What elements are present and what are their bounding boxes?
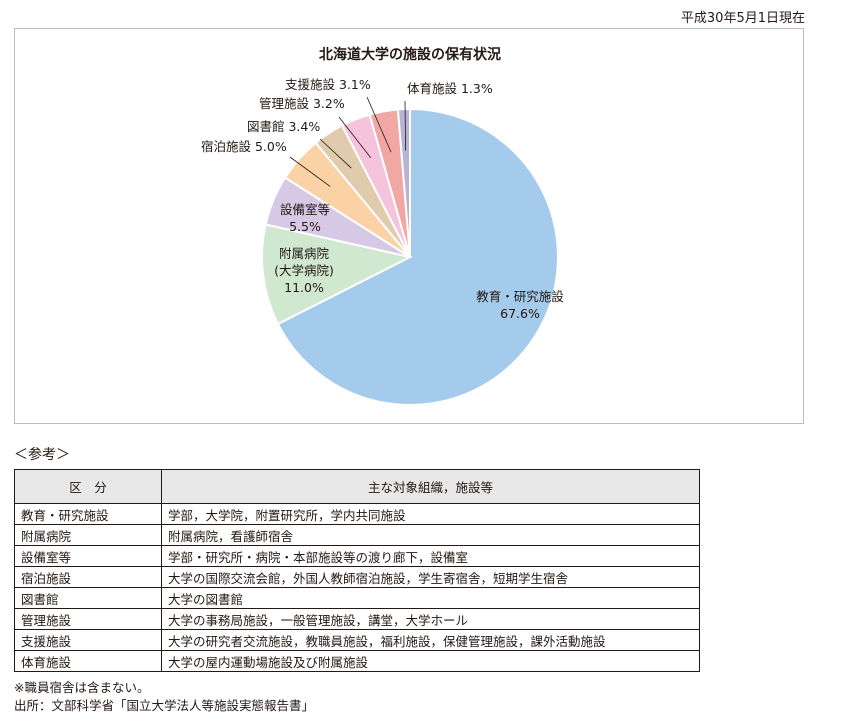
as-of-date: 平成30年5月1日現在 (680, 11, 805, 26)
slice-label-line: 67.6% (500, 306, 540, 321)
table-row: 支援施設 大学の研究者交流施設，教職員施設，福利施設，保健管理施設，課外活動施設 (14, 629, 700, 651)
row-category: 設備室等 (14, 545, 162, 567)
row-category: 支援施設 (14, 629, 162, 651)
leader-line-7 (366, 96, 392, 153)
row-category: 図書館 (14, 587, 162, 609)
slice-label-line: 支援施設 3.1% (285, 77, 371, 92)
slice-label-1: 教育・研究施設 67.6% (476, 289, 564, 321)
slice-label-2: 附属病院 (大学病院) 11.0% (274, 246, 334, 295)
slice-label-line: 5.5% (289, 219, 321, 234)
pie-slice-8 (396, 107, 411, 258)
row-facilities: 附属病院，看護師宿舎 (161, 524, 700, 546)
column-header-facilities: 主な対象組織，施設等 (161, 469, 700, 504)
slice-label-line: 設備室等 (280, 202, 330, 217)
row-facilities: 学部・研究所・病院・本部施設等の渡り廊下，設備室 (161, 545, 700, 567)
row-facilities: 大学の事務局施設，一般管理施設，講堂，大学ホール (161, 608, 700, 630)
pie-chart: 北海道大学の施設の保有状況 教育・研究施設 67.6% 附属病院 (大学病院) 11.0… (201, 46, 564, 406)
slice-label-8: 体育施設 1.3% (407, 81, 493, 96)
slice-label-line: 図書館 3.4% (247, 119, 320, 134)
table-row: 管理施設 大学の事務局施設，一般管理施設，講堂，大学ホール (14, 608, 700, 630)
row-facilities: 大学の屋内運動場施設及び附属施設 (161, 650, 700, 672)
slice-label-3: 設備室等 5.5% (280, 202, 330, 234)
footnote-staff-housing: ※職員宿舎は含まない。 (14, 680, 150, 695)
table-header-row: 区 分 主な対象組織，施設等 (14, 469, 700, 504)
slice-label-line: 11.0% (284, 280, 324, 295)
slice-label-line: 管理施設 3.2% (259, 96, 345, 111)
table-row: 宿泊施設 大学の国際交流会館，外国人教師宿泊施設，学生寄宿舎，短期学生宿舎 (14, 566, 700, 588)
reference-table: 区 分 主な対象組織，施設等 教育・研究施設 学部，大学院，附置研究所，学内共同施… (14, 469, 700, 672)
row-category: 管理施設 (14, 608, 162, 630)
pie-chart-panel: 北海道大学の施設の保有状況 教育・研究施設 67.6% 附属病院 (大学病院) 11.0… (14, 28, 804, 424)
row-category: 附属病院 (14, 524, 162, 546)
table-row: 附属病院 附属病院，看護師宿舎 (14, 524, 700, 546)
chart-title: 北海道大学の施設の保有状況 (319, 46, 501, 63)
footnote-source: 出所：文部科学省「国立大学法人等施設実態報告書」 (14, 698, 315, 713)
slice-label-line: 教育・研究施設 (476, 289, 564, 304)
footnotes: ※職員宿舎は含まない。 出所：文部科学省「国立大学法人等施設実態報告書」 (14, 679, 314, 715)
table-row: 図書館 大学の図書館 (14, 587, 700, 609)
slice-label-line: 宿泊施設 5.0% (201, 139, 287, 154)
slice-label-line: 附属病院 (279, 246, 330, 261)
slice-label-7: 支援施設 3.1% (285, 77, 371, 92)
row-category: 教育・研究施設 (14, 503, 162, 525)
slice-label-6: 管理施設 3.2% (259, 96, 345, 111)
slice-label-5: 図書館 3.4% (247, 119, 320, 134)
column-header-category: 区 分 (14, 469, 162, 504)
row-facilities: 大学の図書館 (161, 587, 700, 609)
leader-line-8 (404, 100, 407, 151)
row-facilities: 大学の研究者交流施設，教職員施設，福利施設，保健管理施設，課外活動施設 (161, 629, 700, 651)
row-category: 宿泊施設 (14, 566, 162, 588)
table-row: 体育施設 大学の屋内運動場施設及び附属施設 (14, 650, 700, 672)
slice-label-line: (大学病院) (274, 263, 334, 278)
row-facilities: 学部，大学院，附置研究所，学内共同施設 (161, 503, 700, 525)
leader-line-6 (338, 116, 372, 159)
slice-label-line: 体育施設 1.3% (407, 81, 493, 96)
table-row: 教育・研究施設 学部，大学院，附置研究所，学内共同施設 (14, 503, 700, 525)
row-facilities: 大学の国際交流会館，外国人教師宿泊施設，学生寄宿舎，短期学生宿舎 (161, 566, 700, 588)
leader-line-4 (289, 156, 331, 187)
table-row: 設備室等 学部・研究所・病院・本部施設等の渡り廊下，設備室 (14, 545, 700, 567)
slice-label-4: 宿泊施設 5.0% (201, 139, 287, 154)
leader-line-5 (319, 138, 352, 169)
row-category: 体育施設 (14, 650, 162, 672)
reference-heading: ＜参考＞ (14, 447, 70, 463)
pie-slice-1 (276, 107, 559, 406)
